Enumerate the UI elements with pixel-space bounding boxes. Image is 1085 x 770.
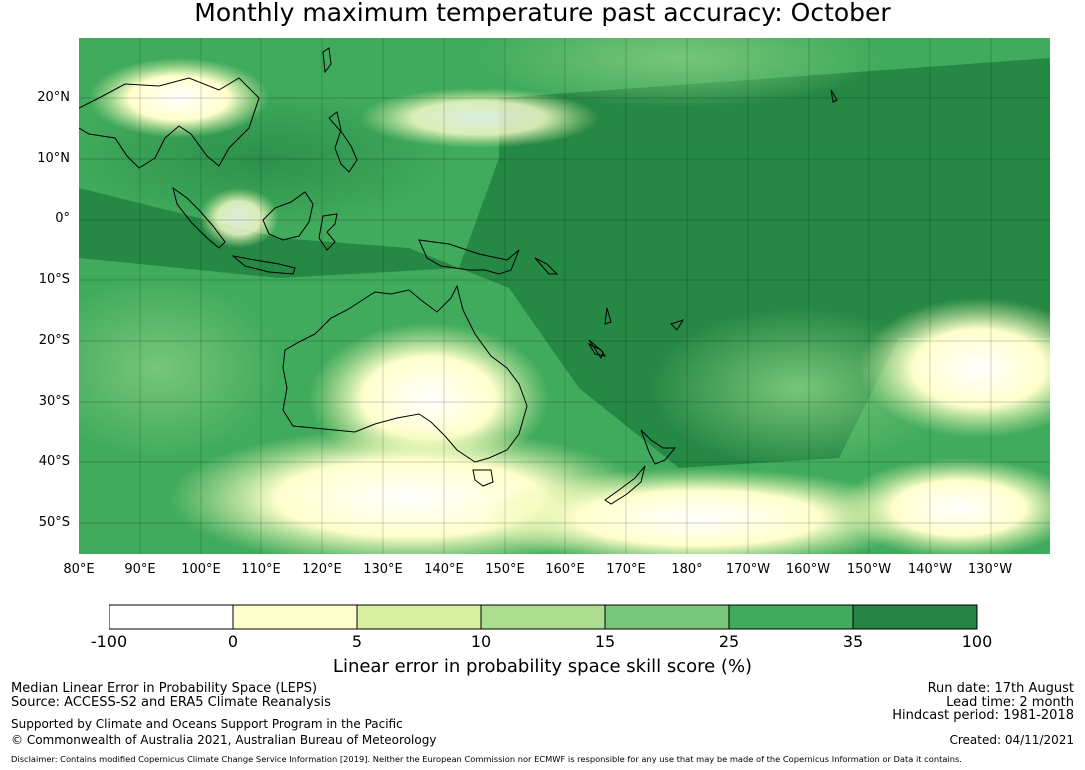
colorbar [109, 604, 978, 630]
footer-source: Source: ACCESS-S2 and ERA5 Climate Reana… [11, 695, 331, 710]
disclaimer: Disclaimer: Contains modified Copernicus… [11, 754, 962, 764]
footer-created: Created: 04/11/2021 [949, 733, 1074, 747]
lon-label: 130°E [363, 562, 403, 577]
footer-support: Supported by Climate and Oceans Support … [11, 717, 403, 731]
footer-hindcast: Hindcast period: 1981-2018 [892, 708, 1074, 723]
lat-label: 50°S [38, 515, 70, 530]
lon-label: 150°W [846, 562, 892, 577]
sumatra-coast [172, 186, 226, 249]
lat-label: 10°N [37, 151, 70, 166]
asia-coast [79, 77, 260, 169]
graticule [79, 38, 1050, 554]
colorbar-tick: 35 [842, 632, 864, 651]
colorbar-segment [109, 604, 234, 630]
footer-method: Median Linear Error in Probability Space… [11, 681, 318, 696]
lon-label: 120°E [302, 562, 342, 577]
colorbar-label: Linear error in probability space skill … [332, 656, 753, 677]
lat-label: 0° [55, 211, 70, 226]
lat-label: 40°S [38, 454, 70, 469]
lon-label: 160°E [545, 562, 585, 577]
colorbar-segment [232, 604, 358, 630]
lon-label: 100°E [181, 562, 221, 577]
low-skill-east-pacific [859, 298, 1050, 438]
footer-run-date: Run date: 17th August [927, 681, 1074, 696]
lat-label: 30°S [38, 394, 70, 409]
skill-score-map [79, 38, 1050, 554]
lon-label: 140°W [907, 562, 953, 577]
colorbar-tick: -100 [90, 632, 128, 651]
colorbar-tick: 15 [594, 632, 616, 651]
colorbar-segment [480, 604, 606, 630]
lon-label: 170°W [725, 562, 771, 577]
colorbar-segment [852, 604, 978, 630]
lon-label: 160°W [785, 562, 831, 577]
lon-label: 130°W [967, 562, 1013, 577]
colorbar-segment [356, 604, 482, 630]
borneo-coast [262, 191, 314, 241]
lon-label: 180° [671, 562, 703, 577]
lon-label: 80°E [63, 562, 95, 577]
lat-label: 10°S [38, 272, 70, 287]
new-zealand-coast [640, 429, 677, 465]
australia-coast [282, 284, 528, 463]
colorbar-tick: 100 [961, 632, 993, 651]
philippines-coast [328, 111, 358, 173]
colorbar-segment [604, 604, 730, 630]
lon-label: 110°E [241, 562, 281, 577]
colorbar-tick: 10 [470, 632, 492, 651]
lon-label: 90°E [124, 562, 156, 577]
map-title: Monthly maximum temperature past accurac… [194, 0, 891, 27]
lon-label: 140°E [424, 562, 464, 577]
coastlines [79, 47, 838, 505]
lon-label: 170°E [606, 562, 646, 577]
lat-label: 20°S [38, 333, 70, 348]
colorbar-tick: 5 [351, 632, 363, 651]
lon-label: 150°E [485, 562, 525, 577]
colorbar-tick: 0 [227, 632, 239, 651]
colorbar-segment [728, 604, 854, 630]
colorbar-tick: 25 [718, 632, 740, 651]
footer-copyright: © Commonwealth of Australia 2021, Austra… [11, 733, 437, 747]
footer-lead-time: Lead time: 2 month [946, 695, 1074, 710]
new-guinea-coast [418, 239, 520, 275]
lat-label: 20°N [37, 90, 70, 105]
